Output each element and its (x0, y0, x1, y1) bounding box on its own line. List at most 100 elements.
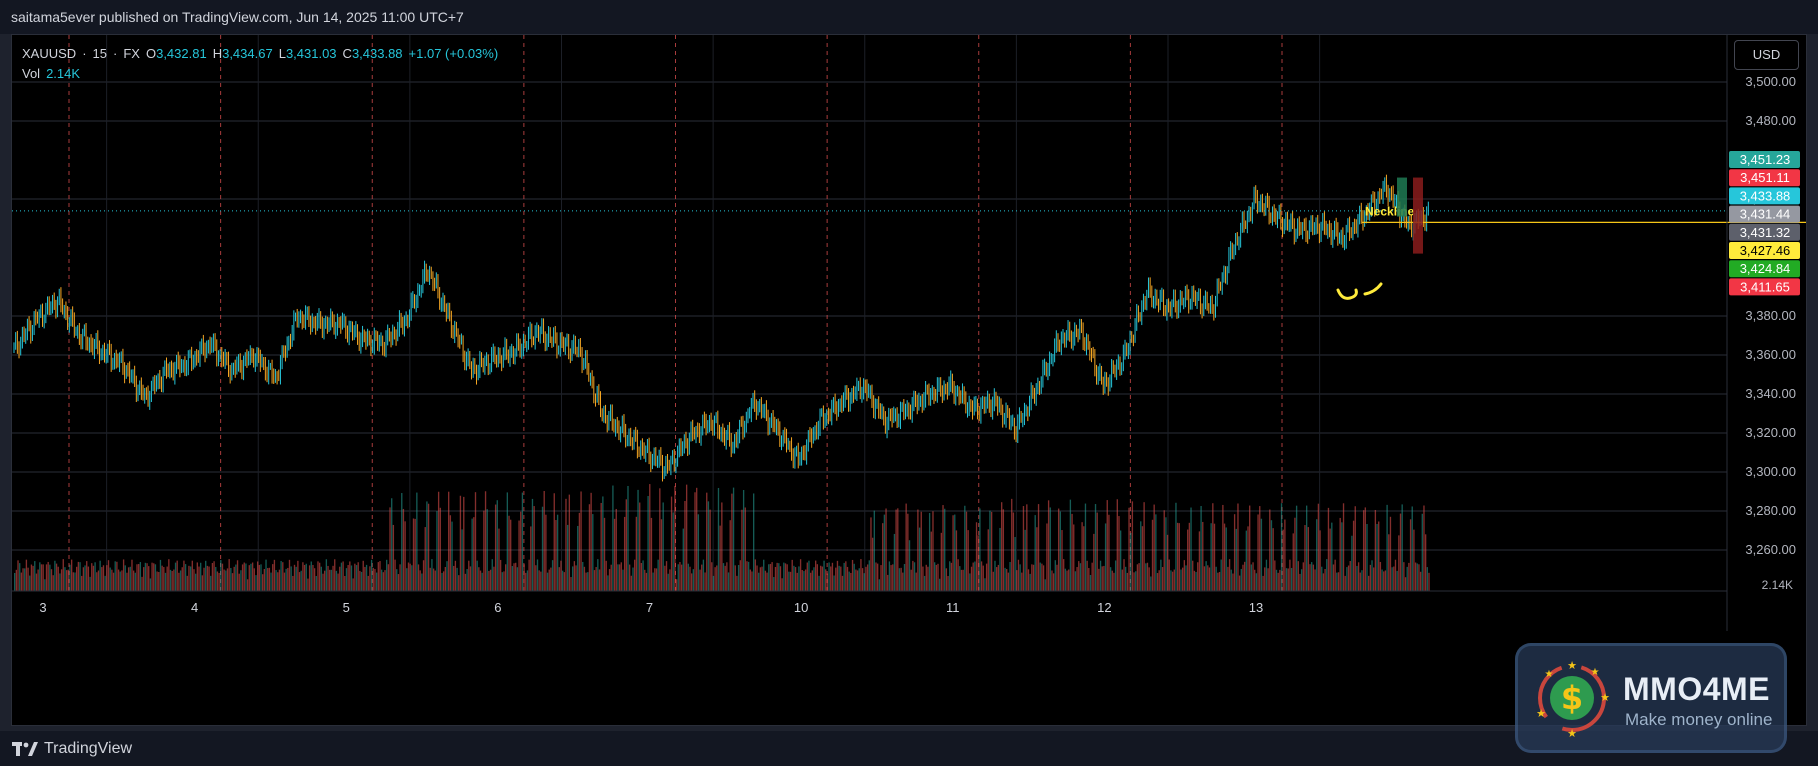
chart-canvas[interactable]: 3,500.003,480.003,440.003,380.003,360.00… (12, 35, 1806, 725)
volume-bar (875, 562, 877, 591)
volume-bar (1403, 562, 1405, 591)
volume-bar (468, 560, 470, 591)
volume-bar (749, 569, 751, 591)
volume-bar (1383, 571, 1385, 591)
volume-bar (1362, 510, 1365, 591)
volume-bar (474, 492, 477, 591)
volume-bar (853, 563, 855, 591)
volume-bar (1143, 502, 1145, 591)
volume-bar (1384, 570, 1387, 591)
volume-bar (1225, 527, 1227, 591)
brand-name: TradingView (44, 740, 133, 757)
volume-bar (957, 559, 959, 591)
volume-bar (848, 571, 850, 591)
volume-bar (1181, 567, 1184, 591)
volume-bar (654, 568, 656, 591)
price-tick-label: 3,320.00 (1745, 425, 1796, 440)
volume-bar (139, 562, 142, 591)
dollar-coin-icon: $ ★ ★ ★ ★ ★ ★ (1536, 660, 1610, 740)
volume-bar (1091, 562, 1093, 591)
volume-bar (1250, 564, 1253, 591)
volume-bar (1300, 569, 1303, 591)
volume-bar (501, 572, 503, 591)
volume-bar (781, 578, 783, 591)
volume-bar (153, 563, 155, 591)
volume-bar (1042, 565, 1045, 591)
volume-bar (1121, 569, 1124, 591)
volume-bar (975, 522, 978, 591)
volume-label[interactable]: Vol (22, 66, 41, 81)
volume-bar (119, 571, 121, 591)
volume-bar (236, 560, 239, 591)
volume-bar (49, 564, 51, 591)
volume-bar (776, 562, 778, 591)
volume-bar (903, 564, 906, 591)
volume-bar (114, 561, 116, 591)
volume-bar (930, 531, 932, 591)
volume-bar (55, 563, 58, 591)
volume-bar (1059, 511, 1062, 591)
volume-bar (969, 573, 971, 591)
volume-bar (238, 573, 240, 591)
volume-bar (801, 570, 803, 591)
volume-bar (1022, 506, 1025, 591)
volume-bar (1057, 508, 1060, 591)
volume-bar (706, 492, 708, 591)
volume-bar (138, 564, 140, 591)
chart-pane[interactable]: 3,500.003,480.003,440.003,380.003,360.00… (11, 34, 1807, 726)
volume-bar (439, 507, 441, 591)
volume-bar (412, 518, 415, 591)
volume-bar (917, 509, 919, 591)
volume-bar (69, 564, 71, 591)
volume-bar (347, 565, 349, 591)
volume-bar (1388, 534, 1390, 591)
volume-bar (1133, 572, 1135, 591)
volume-bar (1341, 522, 1343, 591)
svg-text:3,431.44: 3,431.44 (1740, 207, 1791, 222)
volume-bar (1262, 575, 1264, 591)
volume-bar (736, 575, 738, 591)
volume-bar (1413, 529, 1415, 591)
volume-bar (1419, 571, 1422, 591)
currency-button[interactable]: USD (1734, 40, 1799, 70)
volume-bar (1257, 514, 1259, 591)
volume-bar (615, 508, 617, 591)
volume-bar (330, 569, 333, 591)
volume-bar (205, 560, 207, 591)
symbol-name[interactable]: XAUUSD (22, 46, 77, 61)
volume-bar (226, 568, 229, 591)
volume-bar (146, 563, 148, 591)
volume-bar (628, 564, 631, 591)
volume-bar (24, 568, 26, 591)
volume-bar (250, 563, 252, 591)
volume-bar (1068, 569, 1070, 591)
volume-bar (994, 560, 996, 591)
time-tick-label: 11 (946, 600, 960, 615)
volume-bar (1041, 563, 1043, 591)
volume-bar (52, 575, 54, 591)
volume-bar (414, 518, 416, 591)
volume-bar (588, 504, 591, 591)
volume-bar (1213, 523, 1216, 591)
volume-bar (1317, 503, 1320, 591)
price-label-tag: 3,431.44 (1729, 205, 1800, 223)
volume-bar (1037, 504, 1040, 591)
svg-text:★: ★ (1567, 660, 1577, 672)
volume-bar (667, 573, 669, 591)
interval-label[interactable]: 15 (92, 46, 107, 61)
volume-bar (1190, 507, 1192, 591)
svg-text:3,433.88: 3,433.88 (1740, 188, 1791, 203)
volume-bar (950, 562, 953, 591)
volume-bar (1056, 564, 1058, 591)
volume-bar (682, 528, 684, 591)
volume-bar (208, 566, 210, 591)
price-tick-label: 3,260.00 (1745, 542, 1796, 557)
volume-bar (1161, 567, 1164, 591)
svg-text:3,427.46: 3,427.46 (1740, 243, 1791, 258)
volume-bar (369, 566, 371, 591)
tradingview-brand[interactable]: TradingView (12, 739, 132, 759)
volume-bar (45, 564, 48, 591)
volume-bar (1069, 499, 1072, 591)
volume-bar (511, 566, 514, 591)
volume-bar (156, 571, 158, 591)
